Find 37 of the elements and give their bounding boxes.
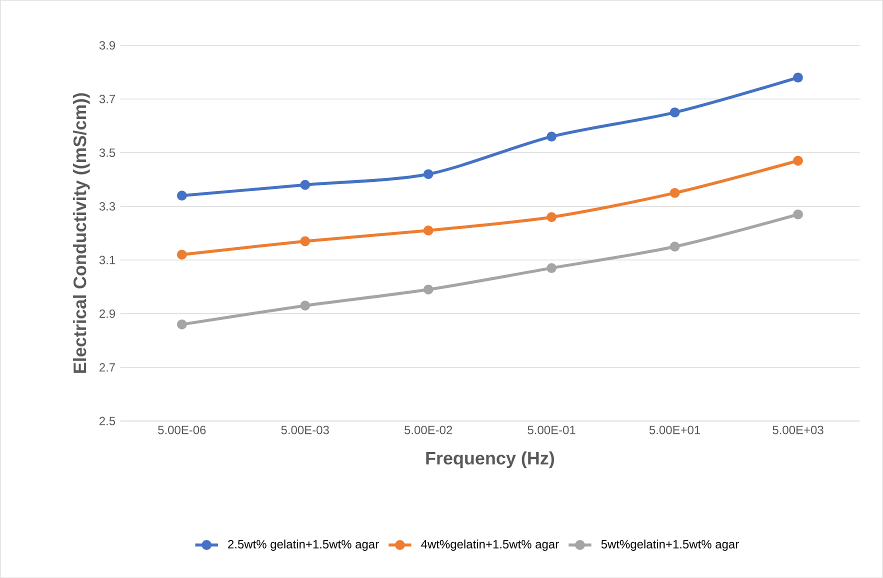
- x-tick-label: 5.00E-06: [158, 426, 206, 434]
- point: [670, 188, 680, 198]
- point: [670, 242, 680, 252]
- point: [176, 250, 187, 260]
- x-tick-label: 5.00E+03: [772, 426, 824, 434]
- point: [546, 212, 557, 222]
- point: [300, 236, 310, 246]
- point: [546, 262, 557, 273]
- x-tick-label: 5.00E-03: [281, 426, 329, 434]
- y-tick-label: 3.7: [99, 94, 115, 104]
- y-tick-label: 2.5: [100, 416, 116, 426]
- y-tick-label: 3.1: [99, 256, 115, 264]
- x-tick-label: 5.00E-02: [404, 426, 452, 434]
- y-tick-label: 3.5: [99, 148, 116, 157]
- point: [423, 284, 434, 294]
- point: [300, 300, 310, 310]
- point: [176, 319, 187, 330]
- x-axis-title: Frequency (Hz): [426, 451, 554, 468]
- y-axis-title: Electrical Conductivity ((mS/cm)): [73, 93, 90, 373]
- point: [793, 72, 803, 82]
- point: [670, 107, 680, 118]
- point: [793, 156, 803, 166]
- legend-label: 5wt%gelatin+1.5wt% agar: [601, 540, 739, 551]
- point: [793, 209, 803, 220]
- y-tick-label: 2.9: [100, 309, 116, 318]
- legend-label: 2.5wt% gelatin+1.5wt% agar: [228, 540, 379, 551]
- y-tick-label: 3.9: [99, 40, 116, 50]
- point: [300, 180, 310, 190]
- legend-label: 4wt%gelatin+1.5wt% agar: [421, 540, 559, 551]
- y-tick-label: 2.7: [100, 363, 115, 372]
- point: [176, 190, 187, 200]
- x-tick-label: 5.00E-01: [528, 426, 576, 434]
- x-tick-label: 5.00E+01: [649, 426, 700, 434]
- point: [546, 131, 557, 142]
- y-tick-label: 3.3: [99, 202, 116, 210]
- point: [423, 225, 434, 236]
- point: [423, 169, 434, 179]
